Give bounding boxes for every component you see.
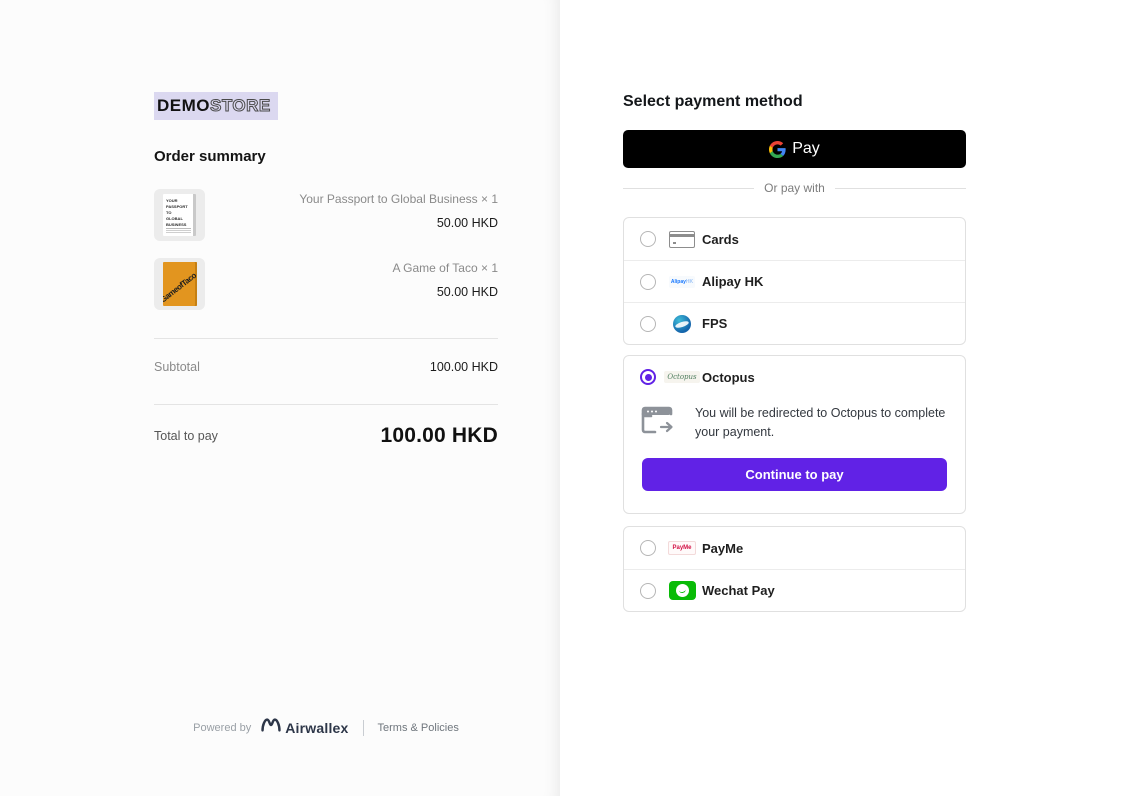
order-item: GameofTaco A Game of Taco × 1 50.00 HKD [154, 258, 498, 310]
store-logo-demo: DEMO [157, 96, 210, 115]
payme-icon: PayMe [667, 541, 697, 555]
wechat-pay-icon [667, 581, 697, 600]
item-name: A Game of Taco × 1 [392, 261, 498, 275]
terms-policies-link[interactable]: Terms & Policies [377, 721, 459, 734]
airwallex-wordmark: Airwallex [285, 719, 349, 736]
method-row-payme[interactable]: PayMe PayMe [624, 527, 965, 569]
book-cover-passport: YOUR PASSPORT TO GLOBAL BUSINESS [163, 194, 196, 236]
powered-by-label: Powered by [193, 721, 252, 734]
radio-payme[interactable] [640, 540, 656, 556]
redirect-note: You will be redirected to Octopus to com… [641, 404, 947, 443]
order-summary-panel: DEMO STORE Order summary YOUR PASSPORT TO… [0, 0, 560, 796]
total-label: Total to pay [154, 429, 218, 443]
alipay-hk-icon: AlipayHK [667, 275, 697, 288]
item-price: 50.00 HKD [436, 285, 498, 299]
method-label: FPS [702, 316, 728, 331]
order-summary-title: Order summary [154, 148, 266, 165]
total-value: 100.00 HKD [380, 424, 498, 447]
cards-icon [667, 230, 697, 248]
airwallex-logo: Airwallex [261, 718, 348, 737]
subtotal-label: Subtotal [154, 360, 200, 374]
cover-line: TO [166, 210, 172, 215]
method-row-fps[interactable]: FPS [624, 302, 965, 344]
airwallex-icon [261, 718, 281, 737]
product-thumbnail: GameofTaco [154, 258, 205, 310]
payment-method-octopus-expanded: Octopus Octopus You will be re [623, 355, 966, 514]
divider [154, 338, 498, 339]
payment-methods-group: PayMe PayMe Wechat Pay [623, 526, 966, 612]
cover-line: GLOBAL [166, 216, 183, 221]
gpay-label: Pay [792, 140, 820, 157]
item-price: 50.00 HKD [436, 216, 498, 230]
redirect-browser-icon [641, 406, 679, 443]
method-row-octopus[interactable]: Octopus Octopus [624, 356, 965, 398]
fps-icon [667, 314, 697, 333]
method-label: Cards [702, 231, 739, 247]
order-item: YOUR PASSPORT TO GLOBAL BUSINESS Your Pa… [154, 189, 498, 241]
method-label: Alipay HK [702, 274, 764, 289]
cover-diagonal-text: GameofTaco [162, 271, 197, 305]
method-label: Octopus [702, 369, 755, 385]
radio-octopus-selected[interactable] [640, 369, 656, 385]
redirect-info-text: You will be redirected to Octopus to com… [695, 406, 946, 439]
radio-wechat-pay[interactable] [640, 582, 656, 599]
or-pay-with-label: Or pay with [764, 181, 825, 195]
total-row: Total to pay 100.00 HKD [154, 424, 498, 448]
radio-alipay-hk[interactable] [640, 273, 656, 290]
continue-to-pay-button[interactable]: Continue to pay [642, 458, 947, 491]
store-logo-store: STORE [210, 96, 271, 116]
payment-methods-group: Cards AlipayHK Alipay HK FPS [623, 217, 966, 345]
method-row-cards[interactable]: Cards [624, 218, 965, 260]
method-row-wechat-pay[interactable]: Wechat Pay [624, 569, 965, 611]
subtotal-value: 100.00 HKD [429, 360, 498, 374]
cover-footer-lines [166, 228, 191, 234]
item-name: Your Passport to Global Business × 1 [299, 192, 498, 206]
store-logo: DEMO STORE [154, 92, 278, 120]
method-row-alipay-hk[interactable]: AlipayHK Alipay HK [624, 260, 965, 302]
divider [154, 404, 498, 405]
footer-divider [362, 719, 364, 736]
payment-title: Select payment method [623, 93, 803, 110]
product-thumbnail: YOUR PASSPORT TO GLOBAL BUSINESS [154, 189, 205, 241]
radio-fps[interactable] [640, 315, 656, 332]
or-pay-with-divider: Or pay with [623, 181, 966, 195]
method-label: Wechat Pay [702, 583, 775, 598]
method-label: PayMe [702, 540, 744, 556]
google-g-icon [769, 140, 786, 158]
cover-line: PASSPORT [166, 204, 188, 209]
radio-cards[interactable] [640, 231, 656, 247]
octopus-icon: Octopus [664, 371, 700, 383]
subtotal-row: Subtotal 100.00 HKD [154, 360, 498, 374]
book-cover-taco: GameofTaco [162, 262, 197, 306]
cover-line: BUSINESS [166, 222, 187, 227]
cover-line: YOUR [166, 198, 178, 203]
google-pay-button[interactable]: Pay [623, 130, 966, 168]
footer: Powered by Airwallex Terms & Policies [154, 718, 498, 737]
payment-panel: Select payment method Pay Or pay with [560, 0, 1121, 796]
